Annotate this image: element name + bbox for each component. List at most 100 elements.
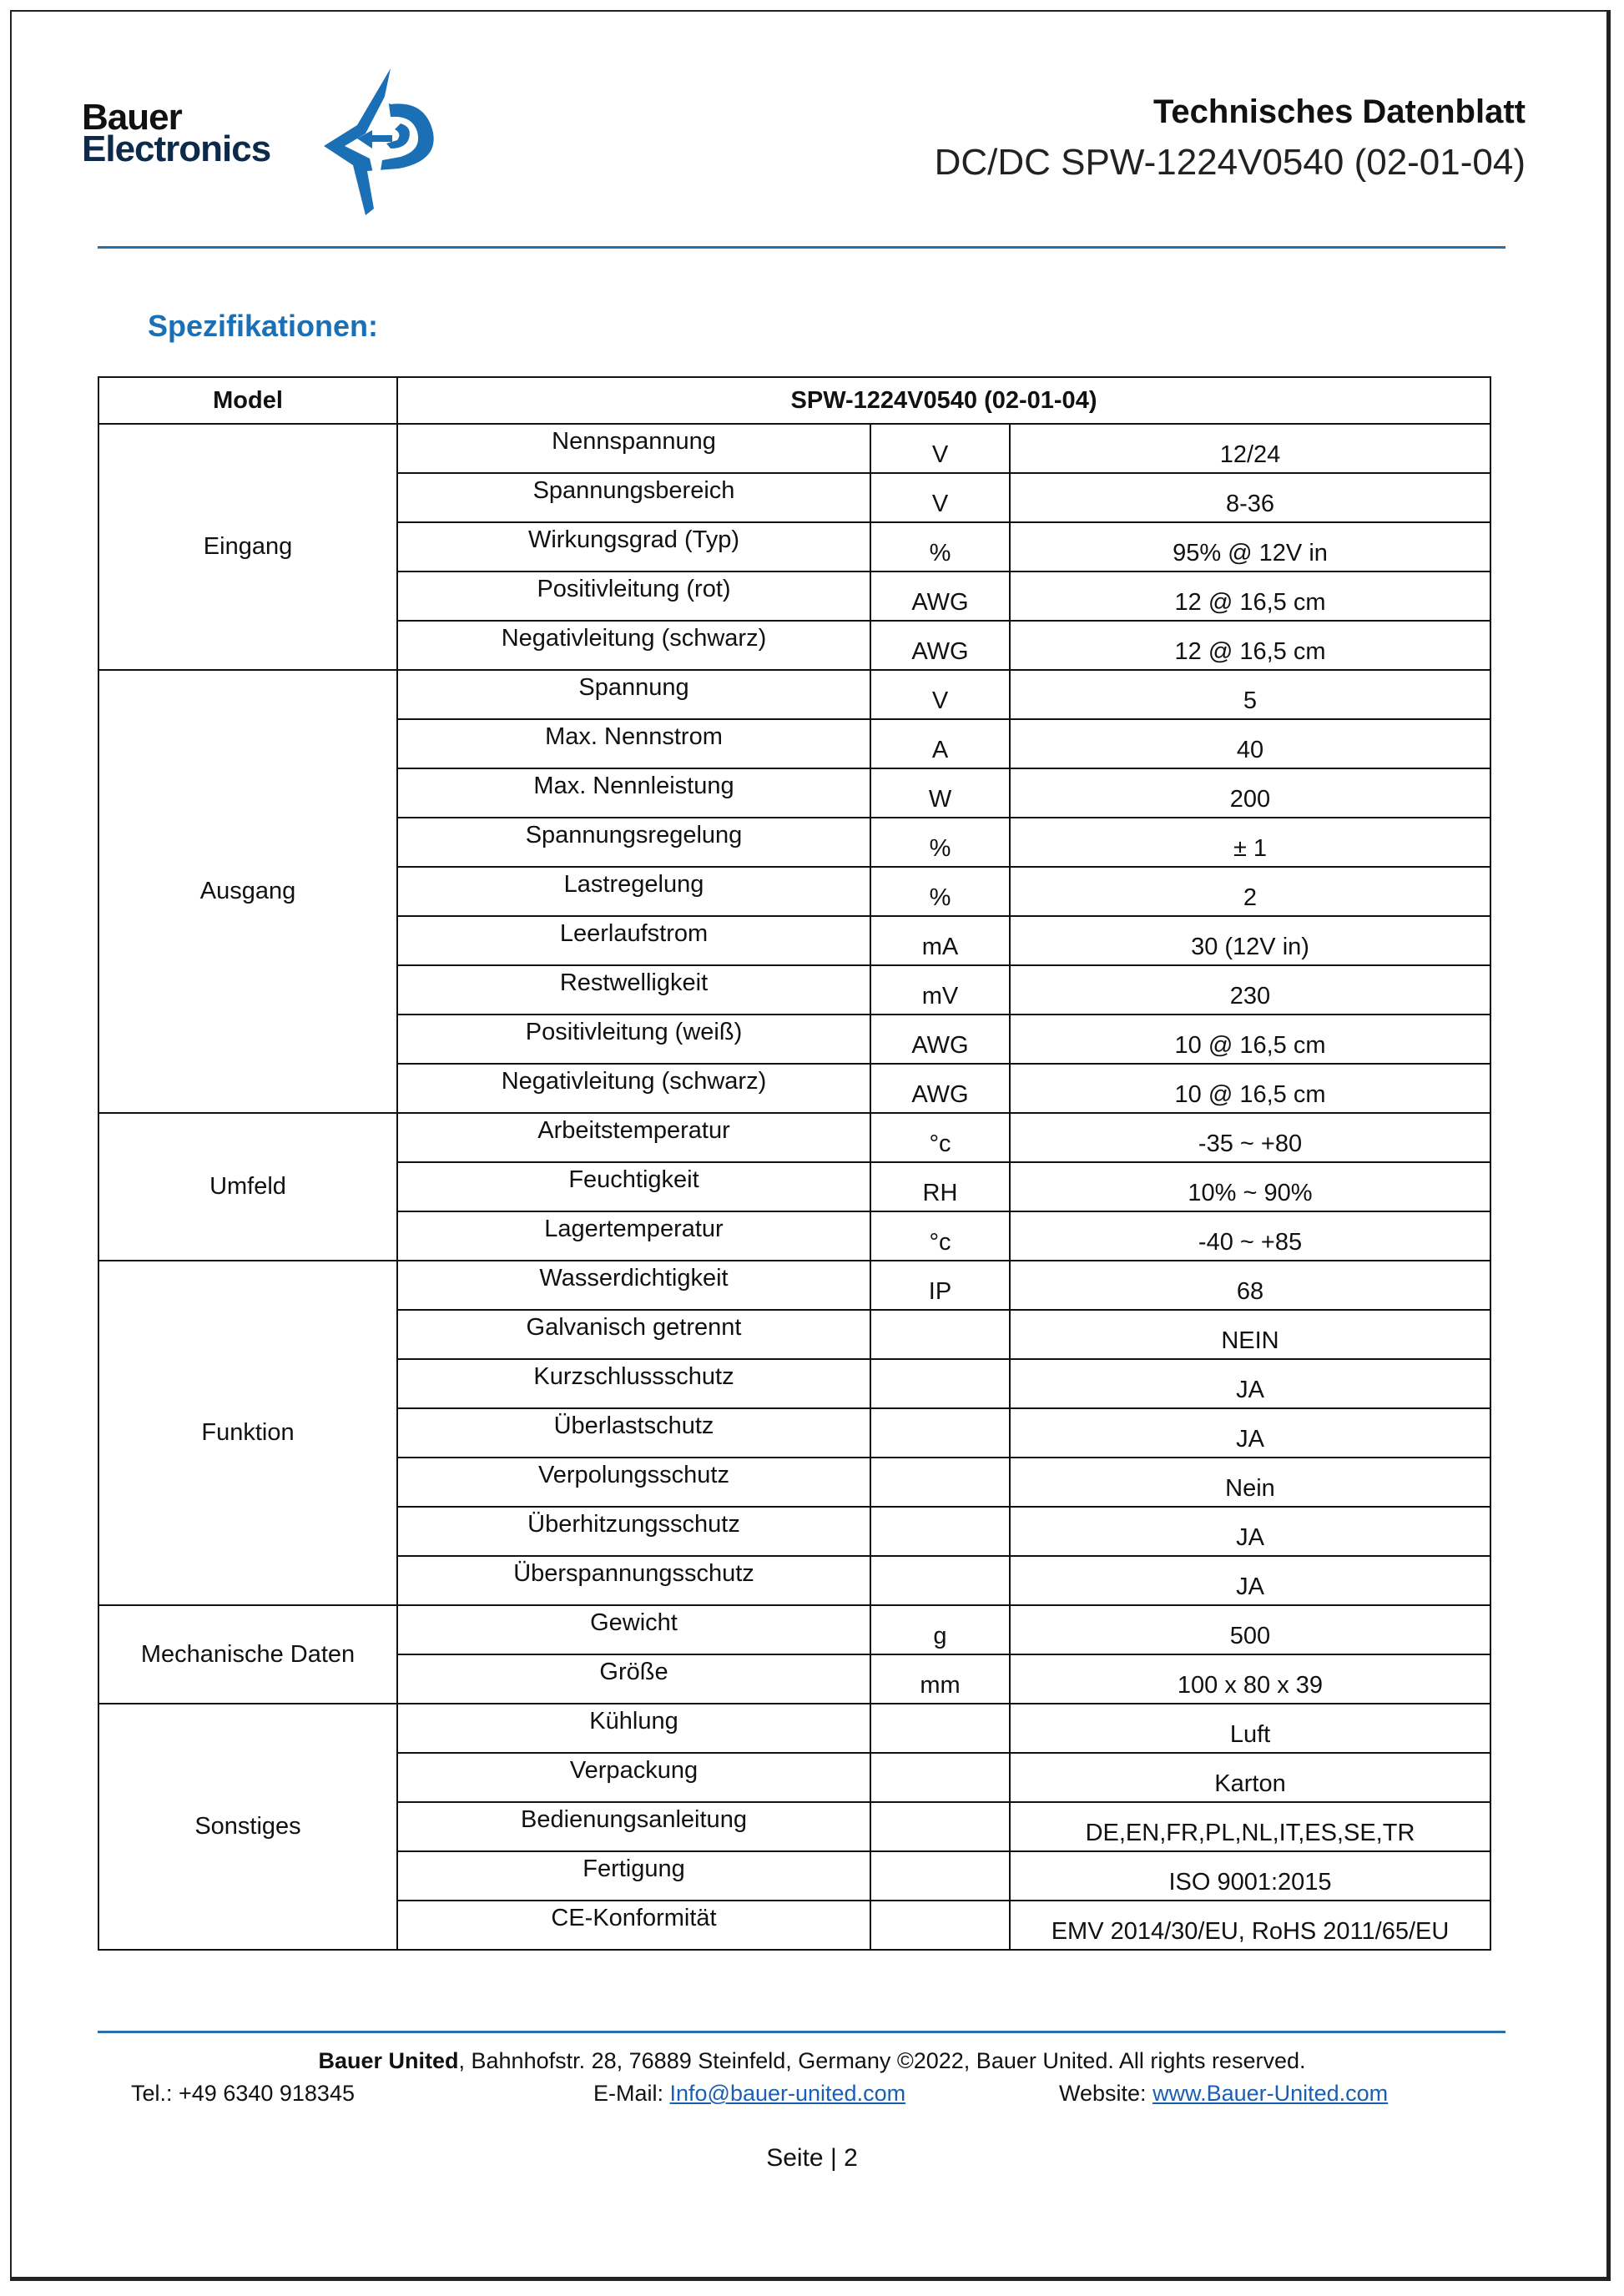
parameter-cell: Lastregelung — [396, 866, 871, 917]
table-row: Max. Nennstrom A 40 — [98, 718, 1491, 769]
footer-tel: Tel.: +49 6340 918345 — [131, 2081, 355, 2106]
parameter-cell: Verpackung — [396, 1752, 871, 1803]
section-title: Spezifikationen: — [148, 309, 379, 343]
value-cell: DE,EN,FR,PL,NL,IT,ES,SE,TR — [1009, 1801, 1491, 1852]
footer-company: Bauer United — [318, 2048, 459, 2073]
value-cell: ISO 9001:2015 — [1009, 1850, 1491, 1901]
unit-cell — [870, 1703, 1011, 1754]
value-cell: Nein — [1009, 1457, 1491, 1508]
model-label: Model — [98, 376, 398, 425]
parameter-cell: Arbeitstemperatur — [396, 1112, 871, 1163]
unit-cell: IP — [870, 1260, 1011, 1311]
value-cell: 100 x 80 x 39 — [1009, 1654, 1491, 1704]
parameter-cell: Lagertemperatur — [396, 1211, 871, 1261]
unit-cell: g — [870, 1604, 1011, 1655]
unit-cell: % — [870, 521, 1011, 572]
website-link[interactable]: www.Bauer-United.com — [1152, 2081, 1389, 2106]
parameter-cell: Positivleitung (weiß) — [396, 1014, 871, 1065]
unit-cell: °c — [870, 1211, 1011, 1261]
unit-cell: A — [870, 718, 1011, 769]
value-cell: 5 — [1009, 669, 1491, 720]
table-row: Negativleitung (schwarz) AWG 12 @ 16,5 cm — [98, 620, 1491, 671]
value-cell: 2 — [1009, 866, 1491, 917]
unit-cell — [870, 1752, 1011, 1803]
email-label: E-Mail: — [593, 2081, 670, 2106]
parameter-cell: Überlastschutz — [396, 1407, 871, 1458]
parameter-cell: Feuchtigkeit — [396, 1161, 871, 1212]
unit-cell: AWG — [870, 620, 1011, 671]
table-row: Lagertemperatur °c -40 ~ +85 — [98, 1211, 1491, 1261]
value-cell: 10% ~ 90% — [1009, 1161, 1491, 1212]
value-cell: JA — [1009, 1506, 1491, 1557]
unit-cell: RH — [870, 1161, 1011, 1212]
email-link[interactable]: Info@bauer-united.com — [669, 2081, 906, 2106]
parameter-cell: Bedienungsanleitung — [396, 1801, 871, 1852]
parameter-cell: Wirkungsgrad (Typ) — [396, 521, 871, 572]
value-cell: EMV 2014/30/EU, RoHS 2011/65/EU — [1009, 1900, 1491, 1951]
table-row: Umfeld Arbeitstemperatur °c -35 ~ +80 — [98, 1112, 1491, 1261]
group-label: Ausgang — [98, 669, 398, 1114]
page-number: Seite | 2 — [766, 2144, 858, 2172]
unit-cell — [870, 1850, 1011, 1901]
parameter-cell: Überhitzungsschutz — [396, 1506, 871, 1557]
unit-cell — [870, 1407, 1011, 1458]
parameter-cell: Negativleitung (schwarz) — [396, 620, 871, 671]
parameter-cell: Wasserdichtigkeit — [396, 1260, 871, 1311]
value-cell: 8-36 — [1009, 472, 1491, 523]
model-value: SPW-1224V0540 (02-01-04) — [396, 376, 1491, 425]
table-row: Ausgang Spannung V 5 — [98, 669, 1491, 1114]
unit-cell — [870, 1900, 1011, 1951]
table-row: Feuchtigkeit RH 10% ~ 90% — [98, 1161, 1491, 1212]
table-row: Überlastschutz JA — [98, 1407, 1491, 1458]
table-row: Leerlaufstrom mA 30 (12V in) — [98, 915, 1491, 966]
spec-table: Model SPW-1224V0540 (02-01-04) Eingang Ne… — [98, 376, 1491, 1951]
unit-cell: % — [870, 866, 1011, 917]
unit-cell: mV — [870, 964, 1011, 1015]
table-row: Überspannungsschutz JA — [98, 1555, 1491, 1606]
document-title: Technisches Datenblatt — [1152, 93, 1526, 130]
unit-cell — [870, 1358, 1011, 1409]
table-row: Restwelligkeit mV 230 — [98, 964, 1491, 1015]
group-label: Umfeld — [98, 1112, 398, 1261]
logo-line-1: Bauer — [82, 97, 183, 138]
group-label: Mechanische Daten — [98, 1604, 398, 1704]
unit-cell — [870, 1555, 1011, 1606]
table-header-row: Model SPW-1224V0540 (02-01-04) — [98, 376, 1491, 425]
unit-cell: % — [870, 817, 1011, 868]
table-row: Wirkungsgrad (Typ)% 95% @ 12V in — [98, 521, 1491, 572]
table-row: Kurzschlussschutz JA — [98, 1358, 1491, 1409]
parameter-cell: Größe — [396, 1654, 871, 1704]
parameter-cell: Leerlaufstrom — [396, 915, 871, 966]
value-cell: 12 @ 16,5 cm — [1009, 571, 1491, 622]
unit-cell — [870, 1309, 1011, 1360]
value-cell: NEIN — [1009, 1309, 1491, 1360]
value-cell: 12/24 — [1009, 423, 1491, 474]
table-row: Positivleitung (rot) AWG 12 @ 16,5 cm — [98, 571, 1491, 622]
value-cell: Karton — [1009, 1752, 1491, 1803]
value-cell: 30 (12V in) — [1009, 915, 1491, 966]
value-cell: JA — [1009, 1358, 1491, 1409]
unit-cell: AWG — [870, 1014, 1011, 1065]
unit-cell: mA — [870, 915, 1011, 966]
parameter-cell: Überspannungsschutz — [396, 1555, 871, 1606]
parameter-cell: Galvanisch getrennt — [396, 1309, 871, 1360]
parameter-cell: Max. Nennleistung — [396, 768, 871, 818]
table-row: Mechanische Daten Gewicht g 500 — [98, 1604, 1491, 1704]
group-label: Sonstiges — [98, 1703, 398, 1951]
parameter-cell: Restwelligkeit — [396, 964, 871, 1015]
table-row: Spannungsregelung% ± 1 — [98, 817, 1491, 868]
value-cell: 68 — [1009, 1260, 1491, 1311]
table-row: CE-Konformität EMV 2014/30/EU, RoHS 2011/… — [98, 1900, 1491, 1951]
value-cell: 40 — [1009, 718, 1491, 769]
unit-cell: V — [870, 472, 1011, 523]
website-label: Website: — [1059, 2081, 1153, 2106]
value-cell: -40 ~ +85 — [1009, 1211, 1491, 1261]
unit-cell: °c — [870, 1112, 1011, 1163]
unit-cell — [870, 1457, 1011, 1508]
table-row: Eingang Nennspannung V 12/24 — [98, 423, 1491, 671]
unit-cell — [870, 1506, 1011, 1557]
footer-website: Website: www.Bauer-United.com — [1059, 2081, 1388, 2107]
value-cell: -35 ~ +80 — [1009, 1112, 1491, 1163]
value-cell: 230 — [1009, 964, 1491, 1015]
unit-cell: V — [870, 423, 1011, 474]
